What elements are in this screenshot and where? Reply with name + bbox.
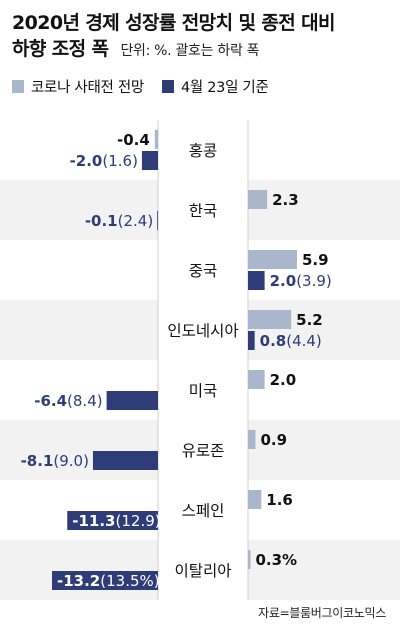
source-note: 자료=블룸버그이코노믹스 [258, 606, 386, 620]
bar-series1 [248, 490, 262, 509]
bar-series2 [248, 331, 255, 350]
data-label-series1: 1.6 [266, 491, 293, 509]
data-label-series2: -8.1(9.0) [21, 452, 89, 470]
chart-title: 2020년 경제 성장률 전망치 및 종전 대비 하향 조정 폭 단위: %. 괄… [12, 10, 392, 64]
data-label-series2: -2.0(1.6) [70, 152, 138, 170]
category-label: 홍콩 [189, 142, 218, 160]
legend-item-series2: 4월 23일 기준 [161, 76, 269, 97]
bar-series1 [248, 550, 251, 569]
bar-series2 [141, 151, 158, 170]
data-label-series1: -0.4 [117, 131, 150, 149]
data-label-series1: 5.9 [302, 251, 329, 269]
title-line-1: 2020년 경제 성장률 전망치 및 종전 대비 [12, 12, 335, 34]
category-label: 한국 [189, 202, 218, 220]
legend-label-series1: 코로나 사태전 전망 [31, 79, 144, 96]
data-label-series1: 2.3 [272, 191, 299, 209]
legend-item-series1: 코로나 사태전 전망 [12, 76, 144, 97]
data-label-series2: 0.8(4.4) [260, 332, 322, 350]
data-label-series2: -11.3(12.9) [72, 512, 160, 530]
category-label: 이탈리아 [174, 562, 231, 580]
bar-series1 [248, 430, 256, 449]
chart-subtitle: 단위: %. 괄호는 하락 폭 [120, 43, 260, 59]
category-label: 인도네시아 [167, 322, 238, 340]
data-label-series1: 2.0 [270, 371, 297, 389]
data-label-series1: 0.3% [255, 551, 297, 569]
data-label-series2: -13.2(13.5%) [57, 572, 160, 590]
bar-series1 [248, 310, 292, 329]
legend: 코로나 사태전 전망 4월 23일 기준 [12, 76, 287, 96]
bar-series2 [248, 271, 265, 290]
category-column [158, 120, 248, 600]
bar-series1 [248, 370, 265, 389]
legend-label-series2: 4월 23일 기준 [180, 79, 269, 96]
data-label-series1: 5.2 [296, 311, 323, 329]
data-label-series2: 2.0(3.9) [270, 272, 332, 290]
data-label-series2: -6.4(8.4) [34, 392, 102, 410]
title-line-2: 하향 조정 폭 단위: %. 괄호는 하락 폭 [12, 36, 392, 64]
bar-series1 [248, 190, 268, 209]
title-line-2-text: 하향 조정 폭 [12, 38, 109, 60]
legend-swatch-series2 [161, 79, 174, 93]
category-label: 스페인 [182, 502, 225, 520]
category-label: 미국 [189, 382, 218, 400]
bar-series2 [67, 511, 158, 530]
bar-series2 [52, 571, 158, 590]
data-label-series2: -0.1(2.4) [85, 212, 153, 230]
bar-series2 [106, 391, 158, 410]
category-label: 유로존 [182, 442, 225, 460]
bar-series1 [248, 250, 297, 269]
legend-swatch-series1 [12, 79, 24, 93]
data-label-series1: 0.9 [260, 431, 287, 449]
bar-series1 [154, 130, 158, 149]
bar-series2 [157, 211, 158, 230]
category-label: 중국 [189, 262, 218, 280]
bar-series2 [92, 451, 158, 470]
